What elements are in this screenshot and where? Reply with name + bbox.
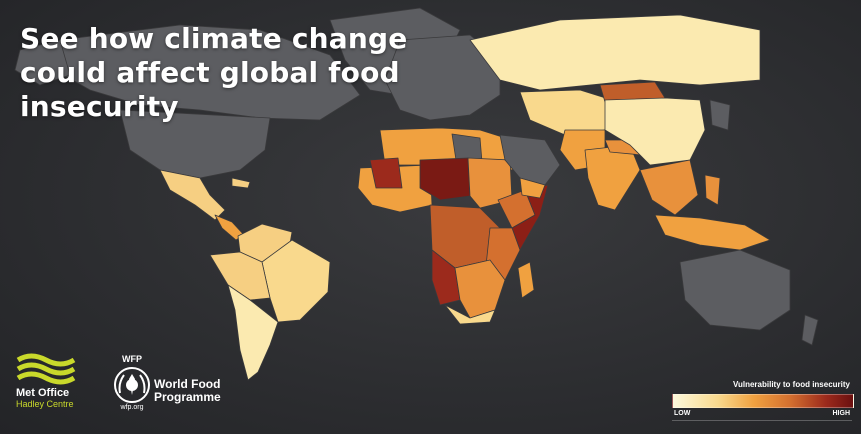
- region-indonesia: [654, 214, 771, 251]
- region-canada: [54, 24, 361, 121]
- wfp-logo: WFP wfp.org World Food Programme: [104, 354, 244, 420]
- region-philippines: [704, 174, 721, 206]
- region-southeast-asia: [639, 159, 699, 216]
- region-caribbean: [231, 177, 251, 189]
- map-legend: Vulnerability to food insecurity LOW HIG…: [672, 380, 854, 424]
- legend-color-scale: [672, 394, 854, 408]
- region-usa: [119, 109, 271, 179]
- region-central-asia: [519, 89, 613, 136]
- met-office-logo: Met Office Hadley Centre: [16, 352, 96, 422]
- legend-title: Vulnerability to food insecurity: [732, 380, 850, 389]
- region-niger-chad: [419, 157, 471, 201]
- region-south-africa: [444, 304, 496, 325]
- met-office-sub: Hadley Centre: [16, 399, 74, 409]
- region-mali: [369, 157, 403, 189]
- region-korea-japan: [709, 99, 731, 131]
- region-yemen: [519, 177, 546, 199]
- legend-low-label: LOW: [674, 410, 691, 417]
- region-new-zealand: [801, 314, 819, 346]
- region-argentina-chile: [227, 284, 279, 381]
- met-office-waves-icon: [16, 353, 76, 385]
- legend-high-label: HIGH: [832, 410, 851, 417]
- met-office-name: Met Office: [16, 387, 70, 399]
- wfp-url: wfp.org: [120, 404, 144, 411]
- legend-divider: [672, 420, 852, 421]
- region-india: [584, 144, 641, 211]
- region-sudan: [467, 157, 513, 209]
- region-brazil: [261, 239, 331, 323]
- wfp-emblem-icon: [114, 367, 150, 403]
- page-title: See how climate change could affect glob…: [20, 22, 408, 123]
- wfp-name: World Food Programme: [154, 377, 221, 404]
- wfp-abbr: WFP: [122, 354, 142, 364]
- region-mexico: [159, 169, 226, 221]
- region-australia: [679, 249, 791, 331]
- region-alaska: [14, 39, 71, 86]
- region-russia: [469, 14, 761, 91]
- region-angola: [431, 249, 461, 306]
- region-madagascar: [517, 261, 535, 299]
